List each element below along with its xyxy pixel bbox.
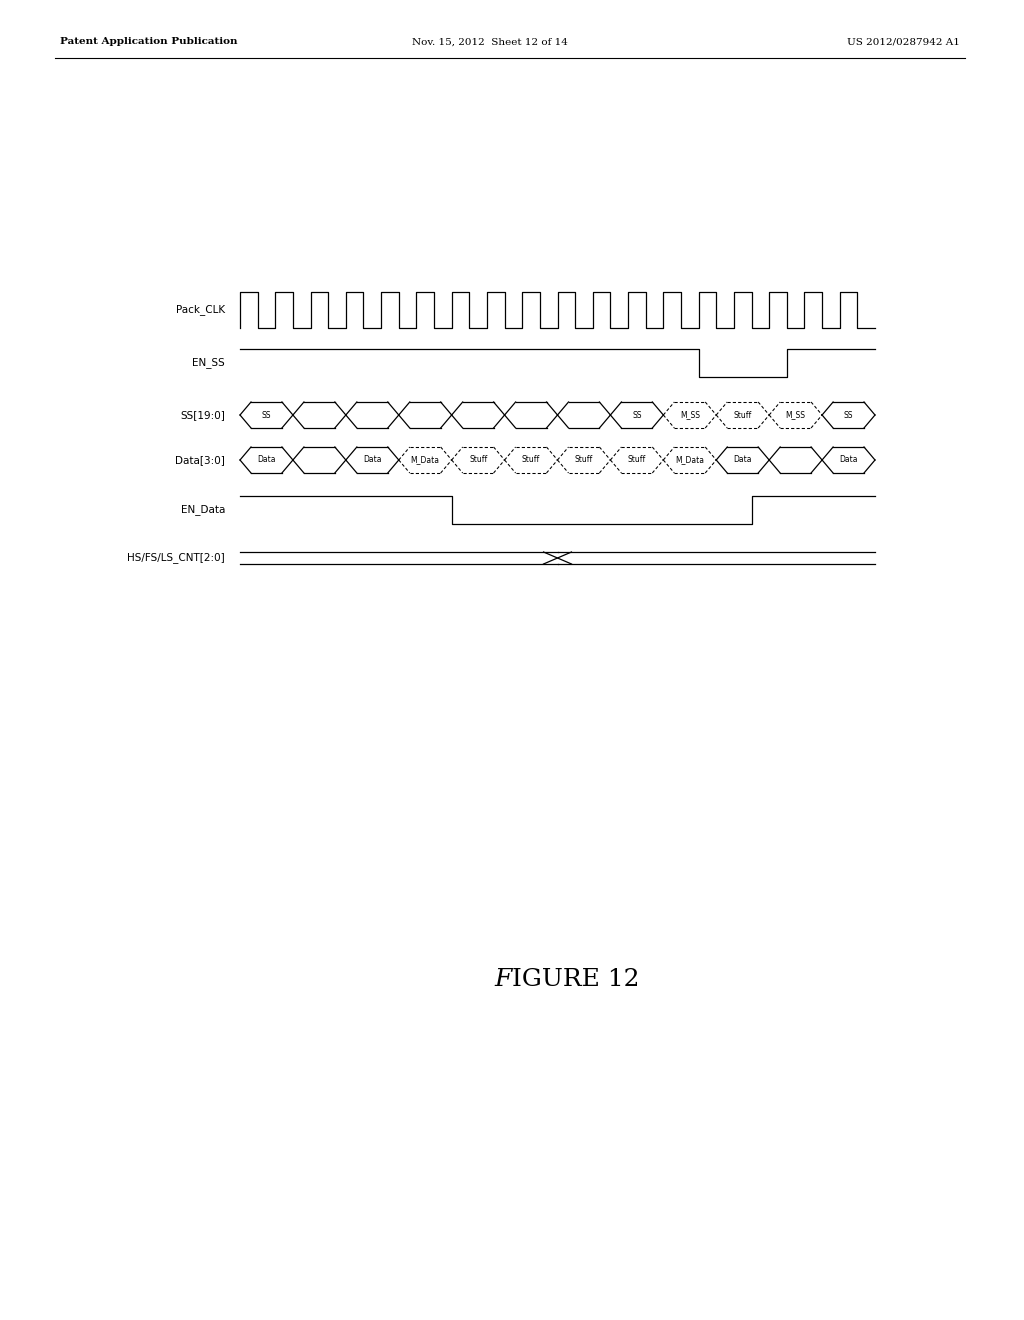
Text: M_SS: M_SS [680, 411, 699, 420]
Text: Data: Data [733, 455, 752, 465]
Text: Stuff: Stuff [628, 455, 646, 465]
Text: SS: SS [262, 411, 271, 420]
Text: SS: SS [632, 411, 642, 420]
Text: M_Data: M_Data [411, 455, 439, 465]
Text: M_SS: M_SS [785, 411, 806, 420]
Text: Nov. 15, 2012  Sheet 12 of 14: Nov. 15, 2012 Sheet 12 of 14 [412, 37, 568, 46]
Text: Stuff: Stuff [522, 455, 541, 465]
Text: F: F [495, 969, 512, 991]
Text: Pack_CLK: Pack_CLK [176, 305, 225, 315]
Text: HS/FS/LS_CNT[2:0]: HS/FS/LS_CNT[2:0] [127, 553, 225, 564]
Text: EN_SS: EN_SS [193, 358, 225, 368]
Text: SS[19:0]: SS[19:0] [180, 411, 225, 420]
Text: Data: Data [257, 455, 275, 465]
Text: US 2012/0287942 A1: US 2012/0287942 A1 [847, 37, 961, 46]
Text: IGURE 12: IGURE 12 [512, 969, 640, 991]
Text: Patent Application Publication: Patent Application Publication [60, 37, 238, 46]
Text: Stuff: Stuff [469, 455, 487, 465]
Text: SS: SS [844, 411, 853, 420]
Text: EN_Data: EN_Data [180, 504, 225, 515]
Text: Data[3:0]: Data[3:0] [175, 455, 225, 465]
Text: Data: Data [364, 455, 382, 465]
Text: Stuff: Stuff [733, 411, 752, 420]
Text: Stuff: Stuff [574, 455, 593, 465]
Text: Data: Data [840, 455, 858, 465]
Text: M_Data: M_Data [675, 455, 705, 465]
